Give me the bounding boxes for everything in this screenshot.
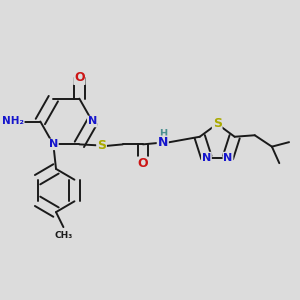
Text: H: H <box>159 130 167 140</box>
Text: S: S <box>97 140 106 152</box>
Text: O: O <box>138 158 148 170</box>
Text: N: N <box>202 152 211 163</box>
Text: O: O <box>74 71 85 84</box>
Text: CH₃: CH₃ <box>54 231 73 240</box>
Text: N: N <box>223 152 232 163</box>
Text: N: N <box>158 136 168 149</box>
Text: N: N <box>88 116 97 127</box>
Text: S: S <box>213 117 222 130</box>
Text: N: N <box>49 140 58 149</box>
Text: NH₂: NH₂ <box>2 116 24 127</box>
